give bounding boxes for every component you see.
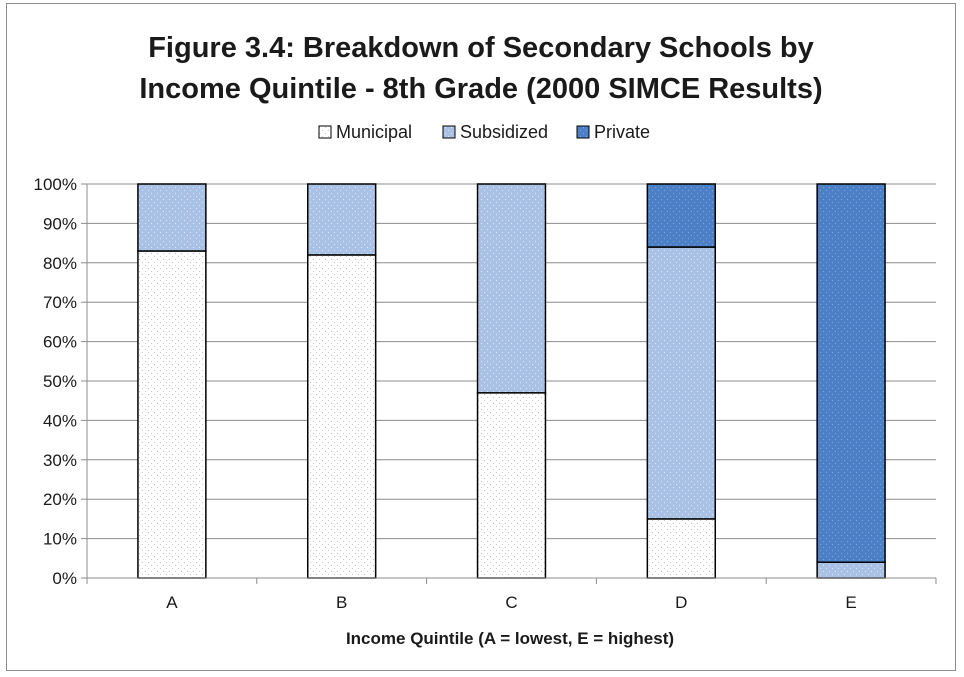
legend-swatch-subsidized [442, 125, 456, 139]
legend-label-subsidized: Subsidized [460, 122, 548, 142]
y-tick-label: 100% [34, 175, 77, 194]
bar-segment-municipal-c [476, 392, 547, 579]
legend-label-private: Private [594, 122, 650, 142]
legend-swatch-municipal [318, 125, 332, 139]
chart-title-line-2: Income Quintile - 8th Grade (2000 SIMCE … [139, 73, 822, 105]
y-tick-label: 70% [43, 293, 77, 312]
bar-segment-municipal-b [306, 254, 377, 579]
chart-title-line-1: Figure 3.4: Breakdown of Secondary Schoo… [148, 32, 814, 64]
legend: Municipal Subsidized Private [318, 122, 650, 142]
y-tick-label: 90% [43, 214, 77, 233]
y-axis: 0% 10% 20% 30% 40% 50% 60% 70% 80% 90% 100% [34, 175, 88, 588]
legend-swatch-private [576, 125, 590, 139]
x-axis: A B C D E [86, 577, 937, 612]
bar-segment-municipal-d [646, 518, 717, 579]
bar-segment-subsidized-d [646, 246, 717, 520]
y-tick-label: 80% [43, 254, 77, 273]
bar-segment-subsidized-b [306, 183, 377, 256]
y-tick-label: 0% [52, 569, 77, 588]
x-tick-label: D [675, 593, 687, 612]
bar-segment-subsidized-c [476, 183, 547, 394]
x-tick-label: A [166, 593, 178, 612]
y-tick-label: 40% [43, 411, 77, 430]
bar-segment-private-d [646, 183, 717, 248]
y-tick-label: 20% [43, 490, 77, 509]
bar-segment-subsidized-e [816, 561, 886, 579]
bars [137, 183, 886, 579]
x-tick-label: C [505, 593, 517, 612]
y-tick-label: 30% [43, 451, 77, 470]
legend-label-municipal: Municipal [336, 122, 412, 142]
x-axis-title: Income Quintile (A = lowest, E = highest… [346, 629, 674, 648]
bar-segment-private-e [816, 183, 886, 563]
x-tick-label: B [336, 593, 347, 612]
y-tick-label: 50% [43, 372, 77, 391]
bar-segment-municipal-a [137, 250, 207, 579]
x-tick-label: E [845, 593, 856, 612]
y-tick-label: 60% [43, 333, 77, 352]
y-tick-label: 10% [43, 530, 77, 549]
bar-segment-subsidized-a [137, 183, 207, 252]
